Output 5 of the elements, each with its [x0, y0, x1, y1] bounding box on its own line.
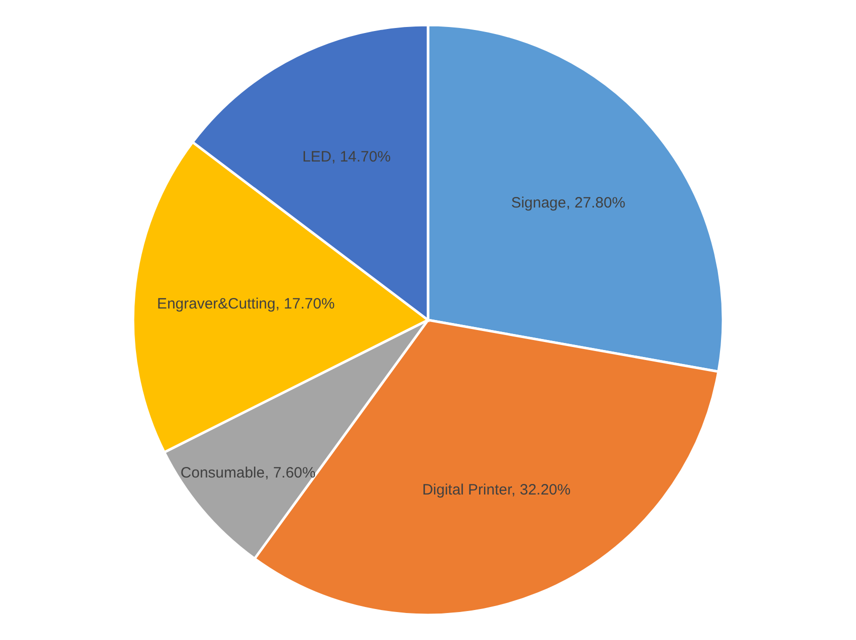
slice-label: LED, 14.70%	[302, 148, 391, 166]
slice-label: Signage, 27.80%	[511, 194, 626, 212]
slice-label: Consumable, 7.60%	[180, 464, 316, 482]
slice-label: Digital Printer, 32.20%	[422, 482, 571, 499]
slice-label: Engraver&Cutting, 17.70%	[157, 295, 335, 312]
